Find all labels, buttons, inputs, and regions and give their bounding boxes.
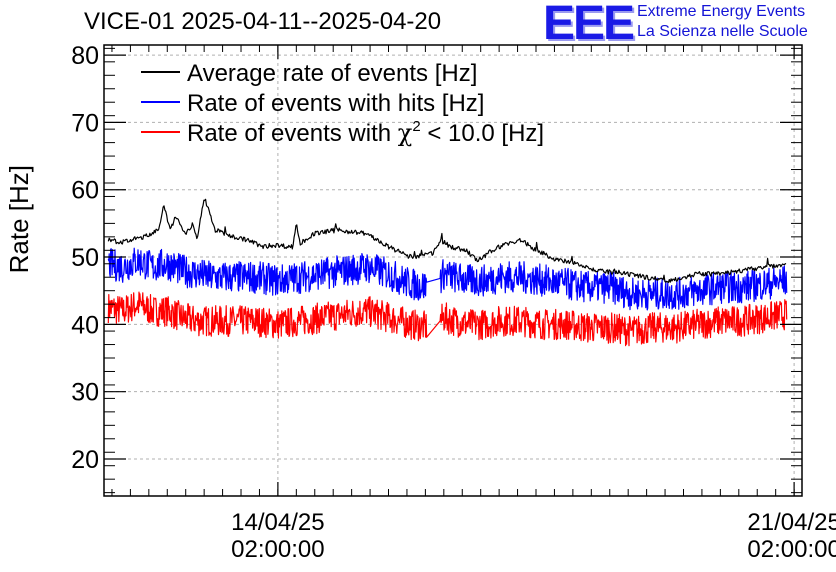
legend-chi-symbol: χ (398, 119, 413, 147)
logo-caption-line2: La Scienza nelle Scuole (637, 23, 808, 40)
y-tick-label: 80 (71, 42, 99, 70)
logo-caption: Extreme Energy Events La Scienza nelle S… (637, 2, 808, 42)
axis-ticks (104, 45, 802, 496)
legend-label-prefix: Rate of events with (187, 120, 398, 147)
x-tick-label-time: 02:00:00 (747, 536, 836, 563)
logo-caption-line1: Extreme Energy Events (637, 3, 806, 20)
y-tick-label: 70 (71, 109, 99, 137)
series-hits-line (107, 247, 788, 311)
legend-superscript: 2 (412, 118, 420, 135)
legend-label-chi2: Rate of events with χ2 < 10.0 [Hz] (187, 118, 544, 147)
x-tick-label-date: 14/04/25 (231, 509, 324, 536)
y-tick-label: 40 (71, 311, 99, 339)
series-chi2-line (107, 291, 788, 347)
plot-frame (103, 44, 803, 497)
x-tick-label-date: 21/04/25 (747, 509, 836, 536)
y-tick-label: 60 (71, 177, 99, 205)
legend-label-suffix: < 10.0 [Hz] (421, 120, 544, 147)
series-average-line (107, 198, 787, 283)
y-tick-label: 30 (71, 379, 99, 407)
legend-label-average: Average rate of events [Hz] (187, 60, 477, 87)
chart-title: VICE-01 2025-04-11--2025-04-20 (84, 8, 442, 35)
legend: Average rate of events [Hz] Rate of event… (141, 60, 544, 147)
y-axis-label: Rate [Hz] (4, 165, 34, 273)
legend-label-hits: Rate of events with hits [Hz] (187, 90, 484, 117)
y-tick-label: 20 (71, 446, 99, 474)
series-layer (107, 198, 788, 347)
eee-logo-icon: EEE (543, 0, 635, 50)
x-tick-label-time: 02:00:00 (231, 536, 324, 563)
y-tick-labels: 20 30 40 50 60 70 80 (71, 42, 99, 474)
y-tick-label: 50 (71, 244, 99, 272)
